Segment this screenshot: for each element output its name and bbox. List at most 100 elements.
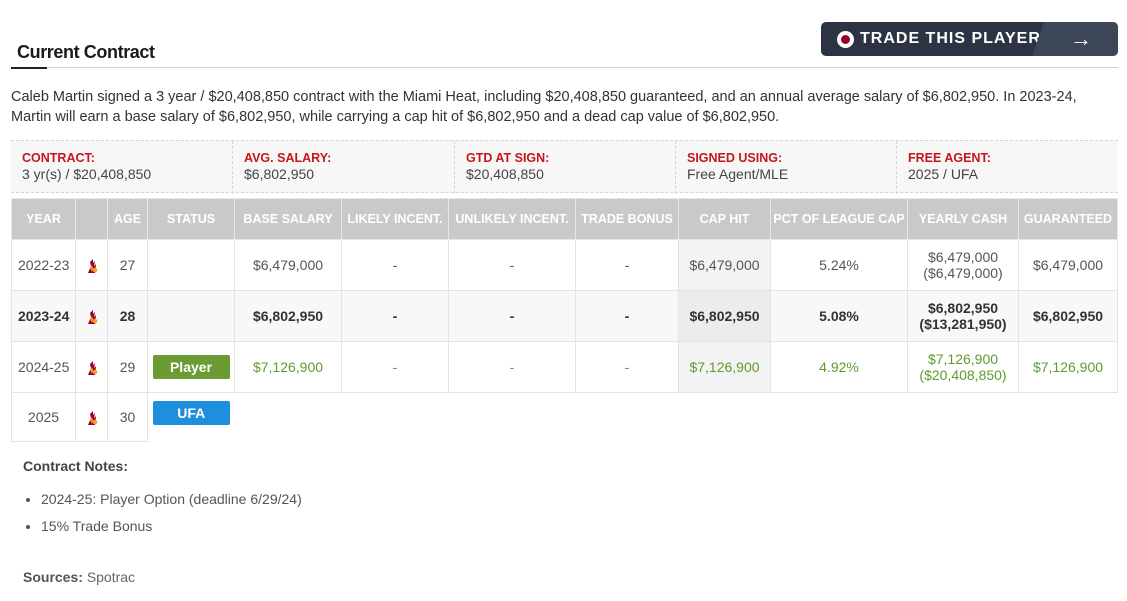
sources: Sources: Spotrac [23, 569, 135, 585]
cash-amount: $6,479,000 [927, 249, 999, 265]
cash-cumulative: ($6,479,000) [923, 265, 1003, 281]
cap-hit-cell: $6,479,000 [678, 239, 771, 291]
info-avg-salary: AVG. SALARY: $6,802,950 [233, 141, 455, 194]
col-year[interactable]: YEAR [11, 198, 76, 240]
contract-notes: Contract Notes: 2024-25: Player Option (… [23, 458, 302, 540]
heat-logo-icon [87, 258, 97, 273]
year-cell: 2024-25 [11, 341, 76, 393]
col-status[interactable]: STATUS [147, 198, 235, 240]
yearly-cash-cell: $7,126,900 ($20,408,850) [907, 341, 1019, 393]
col-age[interactable]: AGE [107, 198, 148, 240]
section-title: Current Contract [17, 42, 155, 62]
title-underline [11, 67, 47, 69]
cap-hit-cell: $6,802,950 [678, 290, 771, 342]
table-row-current: 2023-24 28 $6,802,950 - - - $6,802,950 5… [11, 290, 1118, 342]
guaranteed-cell: $6,479,000 [1018, 239, 1118, 291]
list-item: 15% Trade Bonus [41, 513, 302, 540]
trade-bonus-cell: - [575, 239, 679, 291]
heat-logo-icon [837, 31, 854, 48]
info-value: 2025 / UFA [908, 166, 979, 182]
unlikely-incentives-cell: - [448, 290, 576, 342]
base-salary-cell: $7,126,900 [234, 341, 342, 393]
status-cell [147, 239, 235, 291]
trade-this-player-button[interactable]: TRADE THIS PLAYER → [821, 22, 1118, 56]
pct-league-cap-cell: 5.08% [770, 290, 908, 342]
cash-cumulative: ($20,408,850) [919, 367, 1007, 383]
notes-title: Contract Notes: [23, 458, 129, 474]
trade-bonus-cell: - [575, 341, 679, 393]
likely-incentives-cell: - [341, 290, 449, 342]
heat-logo-icon [87, 410, 97, 425]
table-row: 2025 30 UFA [11, 392, 1118, 442]
contract-summary: Caleb Martin signed a 3 year / $20,408,8… [11, 89, 1077, 125]
likely-incentives-cell: - [341, 341, 449, 393]
col-base-salary[interactable]: BASE SALARY [234, 198, 342, 240]
pct-league-cap-cell: 5.24% [770, 239, 908, 291]
cash-amount: $7,126,900 [927, 351, 999, 367]
col-pct-league-cap[interactable]: PCT OF LEAGUE CAP [770, 198, 908, 240]
player-option-badge: Player [152, 355, 230, 379]
cash-cumulative: ($13,281,950) [919, 316, 1007, 332]
status-cell [147, 290, 235, 342]
info-label: SIGNED USING: [687, 151, 783, 165]
team-cell [75, 392, 108, 442]
info-label: FREE AGENT: [908, 151, 991, 165]
year-cell: 2023-24 [11, 290, 76, 342]
age-cell: 27 [107, 239, 148, 291]
status-cell: Player [147, 341, 235, 393]
base-salary-cell: $6,802,950 [234, 290, 342, 342]
team-cell [75, 239, 108, 291]
contract-table: YEAR AGE STATUS BASE SALARY LIKELY INCEN… [11, 198, 1118, 442]
col-yearly-cash[interactable]: YEARLY CASH [907, 198, 1019, 240]
info-value: Free Agent/MLE [687, 166, 789, 182]
sources-value: Spotrac [86, 569, 136, 585]
age-cell: 28 [107, 290, 148, 342]
info-value: $20,408,850 [466, 166, 544, 182]
table-row: 2022-23 27 $6,479,000 - - - $6,479,000 5… [11, 239, 1118, 291]
info-label: CONTRACT: [22, 151, 95, 165]
info-free-agent: FREE AGENT: 2025 / UFA [897, 141, 1118, 194]
col-trade-bonus[interactable]: TRADE BONUS [575, 198, 679, 240]
age-cell: 29 [107, 341, 148, 393]
yearly-cash-cell: $6,802,950 ($13,281,950) [907, 290, 1019, 342]
info-signed-using: SIGNED USING: Free Agent/MLE [676, 141, 897, 194]
trade-button-label: TRADE THIS PLAYER [860, 30, 1041, 47]
info-contract: CONTRACT: 3 yr(s) / $20,408,850 [11, 141, 233, 194]
ufa-badge: UFA [152, 401, 230, 425]
info-label: AVG. SALARY: [244, 151, 332, 165]
table-row: 2024-25 29 Player $7,126,900 - - - $7,12… [11, 341, 1118, 393]
col-unlikely-incentives[interactable]: UNLIKELY INCENT. [448, 198, 576, 240]
unlikely-incentives-cell: - [448, 341, 576, 393]
age-cell: 30 [107, 392, 148, 442]
col-guaranteed[interactable]: GUARANTEED [1018, 198, 1118, 240]
pct-league-cap-cell: 4.92% [770, 341, 908, 393]
trade-bonus-cell: - [575, 290, 679, 342]
info-gtd-at-sign: GTD AT SIGN: $20,408,850 [455, 141, 676, 194]
year-cell: 2025 [11, 392, 76, 442]
col-cap-hit[interactable]: CAP HIT [678, 198, 771, 240]
arrow-panel [1032, 22, 1118, 56]
info-value: $6,802,950 [244, 166, 315, 182]
notes-list: 2024-25: Player Option (deadline 6/29/24… [23, 486, 302, 540]
guaranteed-cell: $6,802,950 [1018, 290, 1118, 342]
col-likely-incentives[interactable]: LIKELY INCENT. [341, 198, 449, 240]
guaranteed-cell: $7,126,900 [1018, 341, 1118, 393]
table-header-row: YEAR AGE STATUS BASE SALARY LIKELY INCEN… [11, 198, 1118, 240]
status-cell: UFA [147, 392, 235, 442]
cash-amount: $6,802,950 [927, 300, 999, 316]
info-value: 3 yr(s) / $20,408,850 [22, 166, 152, 182]
empty-cell [234, 392, 1118, 442]
base-salary-cell: $6,479,000 [234, 239, 342, 291]
arrow-right-icon: → [1070, 26, 1092, 51]
team-cell [75, 341, 108, 393]
heat-logo-icon [87, 309, 97, 324]
sources-label: Sources: [23, 569, 83, 585]
heat-logo-icon [87, 360, 97, 375]
cap-hit-cell: $7,126,900 [678, 341, 771, 393]
list-item: 2024-25: Player Option (deadline 6/29/24… [41, 486, 302, 513]
yearly-cash-cell: $6,479,000 ($6,479,000) [907, 239, 1019, 291]
team-cell [75, 290, 108, 342]
likely-incentives-cell: - [341, 239, 449, 291]
contract-header: Current Contract [11, 0, 1118, 69]
info-label: GTD AT SIGN: [466, 151, 550, 165]
